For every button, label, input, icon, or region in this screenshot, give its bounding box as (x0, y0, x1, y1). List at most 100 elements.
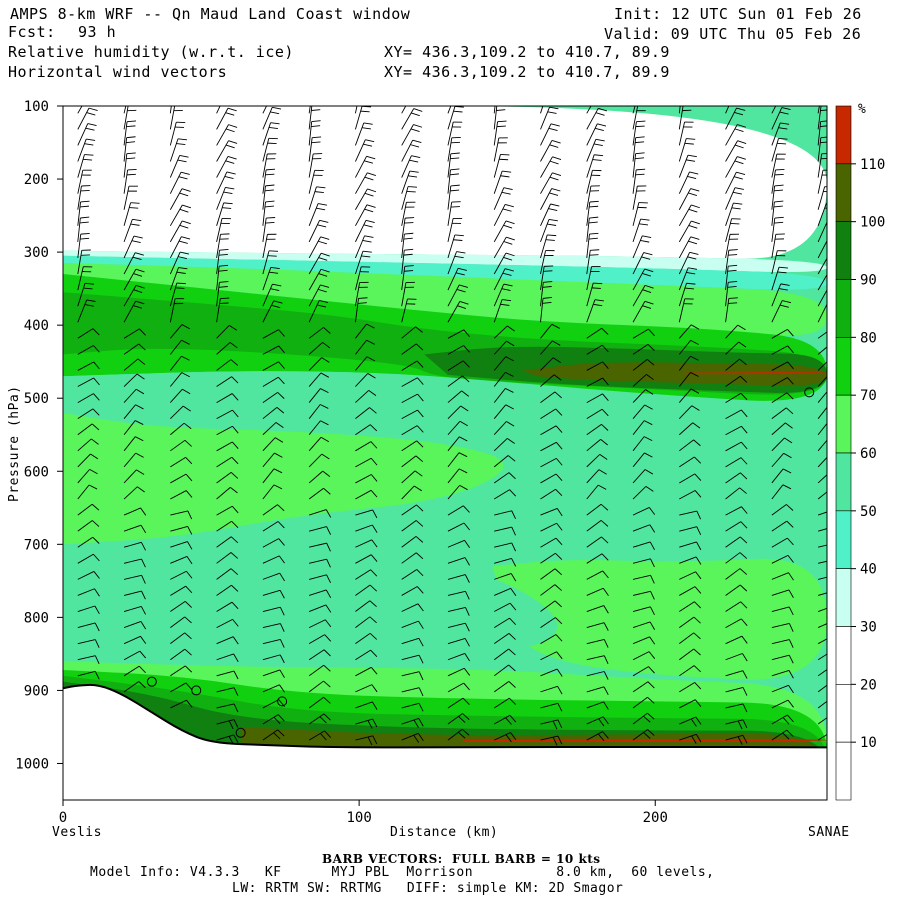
wind-barb (678, 355, 699, 371)
wind-barb (586, 154, 604, 178)
wind-barb (817, 406, 827, 419)
wind-barb (679, 541, 702, 551)
wind-barb (77, 328, 100, 339)
wind-barb (308, 420, 329, 436)
wind-barb (771, 554, 794, 564)
wind-barb (170, 632, 192, 645)
wind-barb (540, 651, 563, 661)
wind-barb (586, 570, 609, 580)
wind-barb (308, 203, 328, 226)
wind-barb (493, 137, 508, 162)
wind-barb (216, 409, 239, 420)
wind-barb (586, 282, 603, 307)
wind-barb (540, 234, 557, 259)
wind-barb (262, 122, 280, 146)
colorbar-tick-label: 100 (860, 215, 885, 231)
wind-barb (123, 452, 144, 468)
wind-barb (308, 327, 331, 339)
wind-barb (401, 702, 424, 712)
wind-barb (447, 667, 471, 677)
plot-frame (62, 105, 828, 801)
wind-barb (540, 473, 563, 484)
wind-barb (725, 506, 748, 516)
x-tick-label: 0 (59, 810, 67, 826)
wind-barb (262, 468, 283, 484)
wind-barb (77, 468, 98, 484)
wind-barb (725, 107, 746, 130)
wind-barb (401, 108, 423, 130)
colorbar-unit: % (858, 102, 867, 117)
wind-barb (170, 473, 193, 484)
wind-barb (77, 185, 91, 210)
wind-barb (308, 300, 329, 323)
wind-barb (771, 452, 792, 468)
wind-barb (308, 619, 332, 629)
wind-barb (308, 713, 331, 725)
wind-barb (308, 252, 330, 275)
wind-barb (817, 638, 827, 645)
wind-barb (447, 390, 470, 403)
wind-barb (447, 713, 470, 725)
wind-barb (817, 346, 827, 355)
wind-barb (401, 569, 424, 580)
wind-barb (679, 556, 702, 565)
wind-barb (123, 120, 137, 146)
wind-barb (447, 360, 470, 371)
calm-wind-circle (146, 676, 157, 687)
wind-barb (262, 437, 284, 452)
wind-barb (447, 728, 470, 741)
wind-barb (586, 123, 607, 146)
colorbar: 10 20 30 40 50 60 70 80 90 100 110 (835, 105, 885, 801)
wind-barb (493, 617, 517, 628)
wind-barb (123, 574, 146, 584)
wind-barb (632, 404, 653, 419)
wind-barb (77, 249, 91, 275)
wind-barb (771, 623, 794, 632)
wind-barb (308, 436, 330, 452)
wind-barb (540, 702, 563, 712)
wind-barb (262, 361, 285, 371)
wind-barb (586, 520, 609, 532)
wind-barb (540, 218, 558, 243)
wind-barb (355, 339, 375, 355)
wind-barb (216, 703, 239, 713)
wind-barb (77, 393, 100, 403)
wind-barb (170, 555, 193, 565)
wind-barb (725, 358, 747, 371)
wind-barb (632, 152, 645, 178)
wind-barb (771, 537, 794, 548)
wind-barb (123, 635, 147, 645)
wind-barb (216, 248, 229, 275)
wind-barb (725, 536, 748, 548)
wind-barb (586, 327, 609, 339)
wind-barb (586, 587, 609, 596)
wind-barb (170, 699, 193, 709)
wind-barb (679, 648, 701, 661)
wind-barb (817, 668, 827, 677)
wind-barb (216, 106, 221, 114)
wind-barb (77, 408, 100, 420)
wind-barb (632, 696, 655, 709)
wind-barb (216, 359, 239, 371)
wind-barb (309, 574, 331, 584)
wind-barb (771, 468, 792, 484)
wind-barb (493, 283, 513, 307)
wind-barb (494, 587, 517, 596)
wind-barb (817, 361, 827, 371)
wind-barb (540, 106, 544, 114)
wind-barb (540, 140, 561, 162)
wind-barb (123, 388, 145, 403)
wind-barb (308, 219, 329, 243)
wind-barb (447, 284, 468, 307)
wind-barb (169, 298, 185, 323)
wind-barb (355, 539, 378, 548)
wind-barb (123, 252, 144, 275)
wind-barb (355, 235, 374, 259)
wind-barb (77, 266, 93, 291)
wind-barb (308, 487, 331, 500)
wind-barb (262, 606, 285, 616)
wind-barb (169, 106, 184, 130)
wind-barb (355, 489, 378, 500)
wind-barb (77, 622, 100, 632)
wind-barb (771, 392, 794, 403)
